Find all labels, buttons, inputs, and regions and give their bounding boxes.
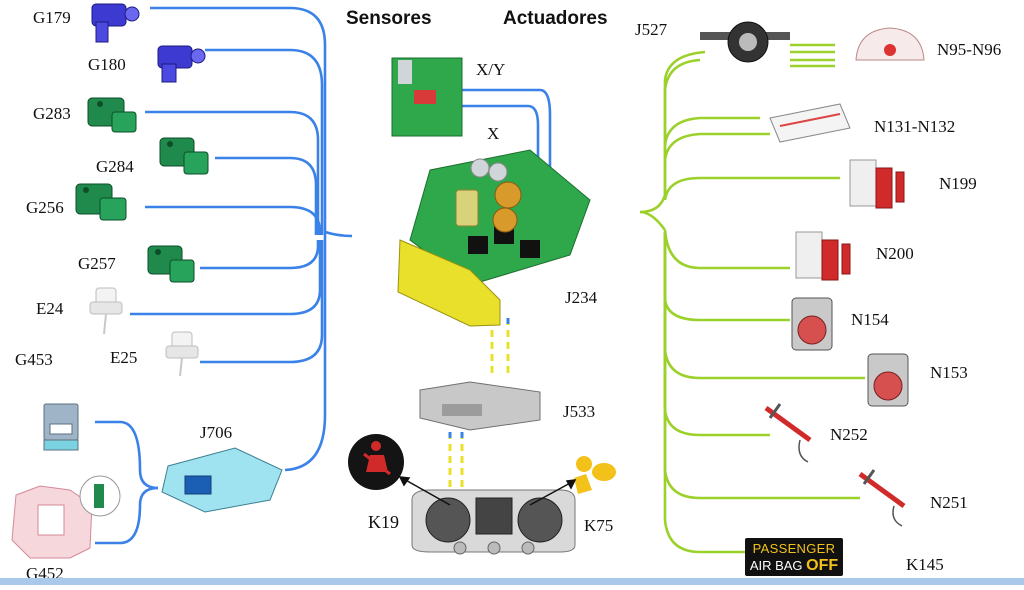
- sensor-label-g179: G179: [33, 8, 71, 27]
- actuator-label-n153: N153: [930, 363, 968, 382]
- sensor-g452-icon: [11, 475, 121, 559]
- actuator-n251-icon: [858, 469, 906, 527]
- sensor-g180-icon: [157, 45, 206, 83]
- actuator-n154-icon: [791, 297, 833, 351]
- sensor-label-g180: G180: [88, 55, 126, 74]
- warning-arrows: [398, 476, 577, 506]
- sensor-label-g284: G284: [96, 157, 134, 176]
- actuator-wiring: [639, 43, 865, 554]
- actuators-header: Actuadores: [503, 8, 608, 29]
- control-unit-j706-icon: [161, 447, 283, 513]
- label-k75: K75: [584, 516, 614, 535]
- label-xy: X/Y: [476, 60, 506, 79]
- actuator-label-k145: K145: [906, 555, 944, 574]
- actuator-label-n200: N200: [876, 244, 914, 263]
- actuator-label-n199: N199: [939, 174, 977, 193]
- actuator-n200-icon: [795, 231, 851, 281]
- sensor-e24-icon: [89, 287, 123, 335]
- actuator-label-n95-n96: N95-N96: [937, 40, 1002, 59]
- sensor-e25-icon: [165, 331, 199, 377]
- actuator-n95-n96-icon: [855, 27, 925, 61]
- passenger-airbag-off-indicator: PASSENGER AIR BAG OFF: [745, 538, 843, 576]
- sensor-wiring: [95, 6, 552, 545]
- gateway-j533-icon: [419, 381, 541, 431]
- label-j533: J533: [563, 402, 596, 421]
- control-unit-j234-icon: [397, 149, 591, 327]
- sensor-g283-icon: [87, 97, 137, 133]
- actuator-j527-icon: [700, 21, 790, 63]
- actuator-label-n131-n132: N131-N132: [874, 117, 956, 136]
- k145-line1: PASSENGER: [752, 541, 836, 556]
- k145-line2a: AIR BAG: [749, 558, 807, 573]
- k145-line2b: OFF: [806, 557, 839, 574]
- can-bus-j234-j533: [490, 318, 510, 378]
- sensor-g179-icon: [91, 3, 140, 43]
- sensor-g256-icon: [75, 183, 127, 221]
- label-j234: J234: [565, 288, 598, 307]
- sensor-g284-icon: [159, 137, 209, 175]
- label-k19: K19: [368, 512, 399, 532]
- sensor-label-e25: E25: [110, 348, 138, 367]
- label-j706: J706: [200, 423, 233, 442]
- actuator-label-n252: N252: [830, 425, 868, 444]
- seatbelt-warning-icon: [348, 434, 404, 490]
- actuator-label-n154: N154: [851, 310, 889, 329]
- label-x: X: [487, 124, 500, 143]
- actuator-n199-icon: [849, 159, 905, 209]
- actuator-label-j527: J527: [635, 20, 668, 39]
- airbag-warning-icon: [574, 456, 616, 494]
- sensor-label-g256: G256: [26, 198, 64, 217]
- actuator-n252-icon: [764, 403, 812, 463]
- actuator-n131-n132-icon: [769, 103, 851, 143]
- bottom-strip: [0, 578, 1024, 585]
- can-bus-j533-k: [448, 432, 464, 492]
- sensor-g453-icon: [43, 403, 79, 451]
- pcb-xy-sensor-icon: [391, 57, 463, 137]
- sensor-label-g453: G453: [15, 350, 53, 369]
- actuator-label-n251: N251: [930, 493, 968, 512]
- sensor-label-g257: G257: [78, 254, 116, 273]
- sensor-g257-icon: [147, 245, 195, 283]
- actuator-n153-icon: [867, 353, 909, 407]
- sensors-header: Sensores: [346, 8, 432, 29]
- instrument-cluster-icon: [411, 489, 576, 555]
- sensor-label-g283: G283: [33, 104, 71, 123]
- sensor-label-e24: E24: [36, 299, 64, 318]
